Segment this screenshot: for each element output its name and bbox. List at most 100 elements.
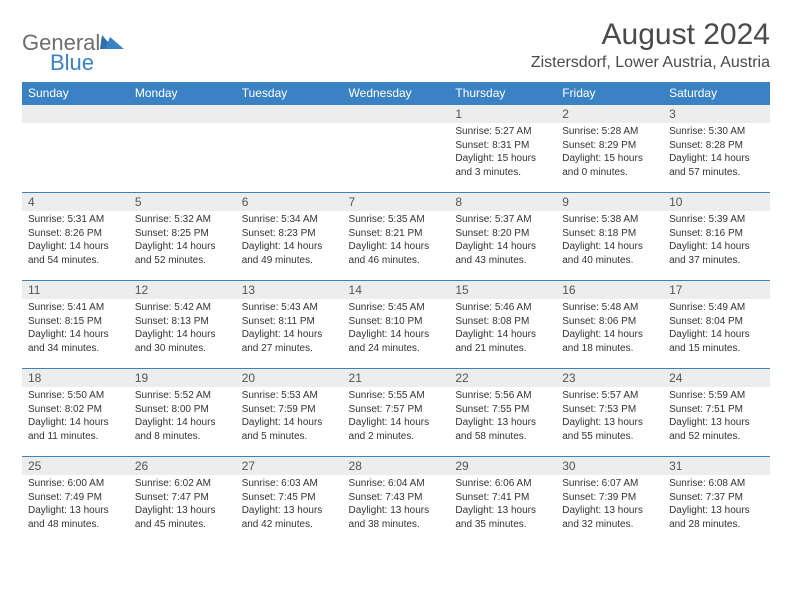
day-number: 25: [22, 457, 129, 475]
daylight-text-1: Daylight: 14 hours: [455, 240, 550, 254]
sunrise-text: Sunrise: 6:00 AM: [28, 477, 123, 491]
daylight-text-2: and 49 minutes.: [242, 254, 337, 268]
sunrise-text: Sunrise: 5:56 AM: [455, 389, 550, 403]
calendar-day-cell: 24Sunrise: 5:59 AMSunset: 7:51 PMDayligh…: [663, 369, 770, 457]
calendar-day-cell: 9Sunrise: 5:38 AMSunset: 8:18 PMDaylight…: [556, 193, 663, 281]
sunrise-text: Sunrise: 5:53 AM: [242, 389, 337, 403]
sunset-text: Sunset: 8:31 PM: [455, 139, 550, 153]
day-number: 26: [129, 457, 236, 475]
sunset-text: Sunset: 7:37 PM: [669, 491, 764, 505]
day-details: Sunrise: 5:27 AMSunset: 8:31 PMDaylight:…: [449, 123, 556, 181]
calendar-day-cell: 21Sunrise: 5:55 AMSunset: 7:57 PMDayligh…: [343, 369, 450, 457]
daylight-text-1: Daylight: 14 hours: [349, 328, 444, 342]
daylight-text-1: Daylight: 14 hours: [562, 328, 657, 342]
day-number: 5: [129, 193, 236, 211]
sunrise-text: Sunrise: 5:43 AM: [242, 301, 337, 315]
daylight-text-1: Daylight: 14 hours: [135, 240, 230, 254]
day-number: 17: [663, 281, 770, 299]
day-number: 28: [343, 457, 450, 475]
daylight-text-1: Daylight: 14 hours: [28, 416, 123, 430]
day-number: 24: [663, 369, 770, 387]
daylight-text-1: Daylight: 13 hours: [455, 504, 550, 518]
day-details: Sunrise: 5:55 AMSunset: 7:57 PMDaylight:…: [343, 387, 450, 445]
daylight-text-1: Daylight: 14 hours: [242, 240, 337, 254]
weekday-header: Monday: [129, 82, 236, 105]
sunset-text: Sunset: 8:16 PM: [669, 227, 764, 241]
daylight-text-1: Daylight: 13 hours: [349, 504, 444, 518]
day-number: 20: [236, 369, 343, 387]
daylight-text-2: and 15 minutes.: [669, 342, 764, 356]
calendar-day-cell: 30Sunrise: 6:07 AMSunset: 7:39 PMDayligh…: [556, 457, 663, 545]
calendar-table: Sunday Monday Tuesday Wednesday Thursday…: [22, 82, 770, 545]
sunrise-text: Sunrise: 6:02 AM: [135, 477, 230, 491]
daylight-text-1: Daylight: 14 hours: [669, 328, 764, 342]
daylight-text-1: Daylight: 14 hours: [349, 240, 444, 254]
sunset-text: Sunset: 8:04 PM: [669, 315, 764, 329]
calendar-day-cell: 23Sunrise: 5:57 AMSunset: 7:53 PMDayligh…: [556, 369, 663, 457]
day-details: Sunrise: 5:34 AMSunset: 8:23 PMDaylight:…: [236, 211, 343, 269]
day-number: 9: [556, 193, 663, 211]
day-number: 27: [236, 457, 343, 475]
daylight-text-2: and 21 minutes.: [455, 342, 550, 356]
calendar-day-cell: 16Sunrise: 5:48 AMSunset: 8:06 PMDayligh…: [556, 281, 663, 369]
calendar-week-row: 4Sunrise: 5:31 AMSunset: 8:26 PMDaylight…: [22, 193, 770, 281]
daylight-text-1: Daylight: 13 hours: [28, 504, 123, 518]
sunrise-text: Sunrise: 5:55 AM: [349, 389, 444, 403]
calendar-day-cell: 26Sunrise: 6:02 AMSunset: 7:47 PMDayligh…: [129, 457, 236, 545]
day-number: [236, 105, 343, 123]
calendar-day-cell: 28Sunrise: 6:04 AMSunset: 7:43 PMDayligh…: [343, 457, 450, 545]
sunrise-text: Sunrise: 5:42 AM: [135, 301, 230, 315]
calendar-day-cell: 2Sunrise: 5:28 AMSunset: 8:29 PMDaylight…: [556, 105, 663, 193]
day-number: 8: [449, 193, 556, 211]
daylight-text-2: and 24 minutes.: [349, 342, 444, 356]
sunset-text: Sunset: 8:02 PM: [28, 403, 123, 417]
day-details: Sunrise: 6:08 AMSunset: 7:37 PMDaylight:…: [663, 475, 770, 533]
calendar-day-cell: 13Sunrise: 5:43 AMSunset: 8:11 PMDayligh…: [236, 281, 343, 369]
day-details: Sunrise: 5:32 AMSunset: 8:25 PMDaylight:…: [129, 211, 236, 269]
day-number: 7: [343, 193, 450, 211]
day-details: Sunrise: 5:43 AMSunset: 8:11 PMDaylight:…: [236, 299, 343, 357]
daylight-text-2: and 18 minutes.: [562, 342, 657, 356]
sunset-text: Sunset: 7:57 PM: [349, 403, 444, 417]
calendar-day-cell: 25Sunrise: 6:00 AMSunset: 7:49 PMDayligh…: [22, 457, 129, 545]
daylight-text-1: Daylight: 14 hours: [562, 240, 657, 254]
day-details: Sunrise: 5:30 AMSunset: 8:28 PMDaylight:…: [663, 123, 770, 181]
daylight-text-1: Daylight: 14 hours: [242, 416, 337, 430]
sunrise-text: Sunrise: 5:28 AM: [562, 125, 657, 139]
daylight-text-2: and 45 minutes.: [135, 518, 230, 532]
day-details: Sunrise: 5:39 AMSunset: 8:16 PMDaylight:…: [663, 211, 770, 269]
sunrise-text: Sunrise: 5:45 AM: [349, 301, 444, 315]
daylight-text-1: Daylight: 15 hours: [562, 152, 657, 166]
calendar-day-cell: 29Sunrise: 6:06 AMSunset: 7:41 PMDayligh…: [449, 457, 556, 545]
sunrise-text: Sunrise: 6:06 AM: [455, 477, 550, 491]
day-number: [22, 105, 129, 123]
daylight-text-1: Daylight: 14 hours: [242, 328, 337, 342]
calendar-day-cell: 15Sunrise: 5:46 AMSunset: 8:08 PMDayligh…: [449, 281, 556, 369]
daylight-text-2: and 34 minutes.: [28, 342, 123, 356]
day-number: 3: [663, 105, 770, 123]
calendar-day-cell: 4Sunrise: 5:31 AMSunset: 8:26 PMDaylight…: [22, 193, 129, 281]
daylight-text-1: Daylight: 14 hours: [135, 416, 230, 430]
sunset-text: Sunset: 7:59 PM: [242, 403, 337, 417]
calendar-day-cell: 27Sunrise: 6:03 AMSunset: 7:45 PMDayligh…: [236, 457, 343, 545]
day-details: Sunrise: 5:48 AMSunset: 8:06 PMDaylight:…: [556, 299, 663, 357]
day-details: Sunrise: 5:52 AMSunset: 8:00 PMDaylight:…: [129, 387, 236, 445]
day-details: Sunrise: 5:45 AMSunset: 8:10 PMDaylight:…: [343, 299, 450, 357]
day-details: Sunrise: 5:31 AMSunset: 8:26 PMDaylight:…: [22, 211, 129, 269]
day-details: Sunrise: 5:49 AMSunset: 8:04 PMDaylight:…: [663, 299, 770, 357]
day-number: 21: [343, 369, 450, 387]
daylight-text-2: and 0 minutes.: [562, 166, 657, 180]
sunset-text: Sunset: 8:23 PM: [242, 227, 337, 241]
sunrise-text: Sunrise: 5:52 AM: [135, 389, 230, 403]
daylight-text-2: and 40 minutes.: [562, 254, 657, 268]
daylight-text-2: and 42 minutes.: [242, 518, 337, 532]
day-number: 4: [22, 193, 129, 211]
sunset-text: Sunset: 7:45 PM: [242, 491, 337, 505]
day-number: [343, 105, 450, 123]
sunrise-text: Sunrise: 5:59 AM: [669, 389, 764, 403]
day-number: 31: [663, 457, 770, 475]
day-number: 16: [556, 281, 663, 299]
daylight-text-2: and 57 minutes.: [669, 166, 764, 180]
day-details: Sunrise: 6:00 AMSunset: 7:49 PMDaylight:…: [22, 475, 129, 533]
day-details: Sunrise: 5:53 AMSunset: 7:59 PMDaylight:…: [236, 387, 343, 445]
